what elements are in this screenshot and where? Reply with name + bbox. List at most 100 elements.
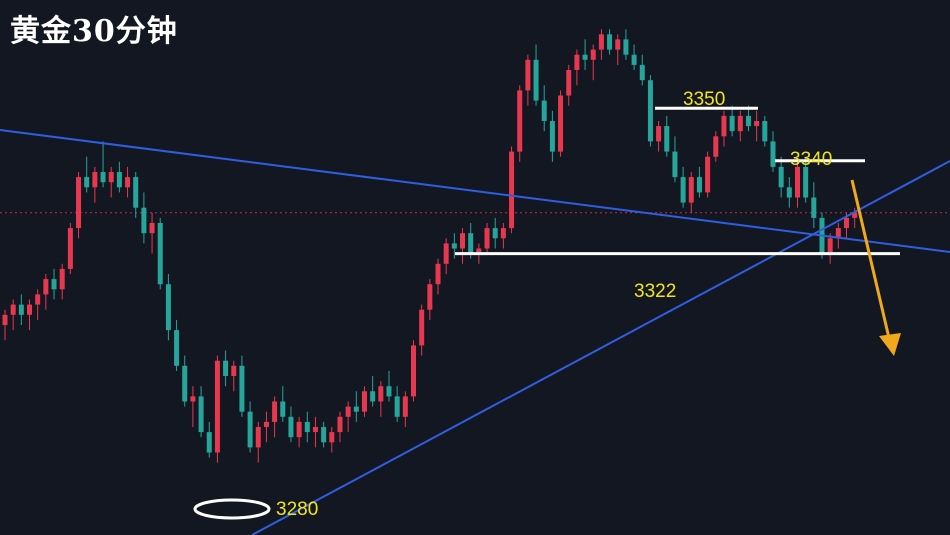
candle-bearish (247, 411, 253, 448)
descending-trendline (0, 129, 950, 253)
level-label-3340: 3340 (790, 149, 832, 170)
candle-bullish (76, 177, 82, 229)
candle-bearish (133, 177, 139, 208)
candle-bearish (582, 54, 588, 60)
candle-bullish (656, 126, 662, 142)
candle-bearish (394, 396, 400, 417)
candle-bearish (729, 115, 735, 132)
candle-bullish (345, 406, 351, 417)
candle-bullish (296, 421, 302, 438)
chart-title: 黄金30分钟 (10, 14, 178, 49)
candle-bullish (149, 223, 155, 234)
candle-bullish (484, 228, 490, 249)
candle-bearish (370, 391, 376, 402)
candle-bearish (492, 228, 498, 239)
candle-bearish (304, 421, 310, 433)
candle-bearish (762, 121, 768, 142)
candle-bullish (574, 54, 580, 70)
candle-bearish (84, 177, 90, 188)
candle-bearish (223, 360, 229, 376)
level-label-3350: 3350 (683, 89, 725, 110)
candle-bearish (206, 432, 212, 453)
candle-bullish (272, 401, 278, 422)
candle-bearish (549, 121, 555, 152)
candle-bullish (27, 304, 33, 315)
candle-bullish (435, 263, 441, 285)
candle-bullish (443, 243, 449, 264)
candle-bearish (288, 416, 294, 438)
candle-bullish (525, 59, 531, 91)
candle-bullish (361, 391, 367, 412)
candle-bullish (835, 228, 841, 239)
candle-bullish (312, 427, 318, 433)
candle-bullish (59, 268, 65, 290)
candle-bearish (664, 126, 670, 152)
candle-bullish (231, 365, 237, 376)
candle-bullish (263, 421, 269, 427)
candle-bearish (280, 401, 286, 417)
candle-bearish (631, 54, 637, 65)
candle-bearish (239, 365, 245, 412)
candle-bullish (43, 279, 49, 295)
candle-bearish (533, 59, 539, 101)
candle-bullish (460, 233, 466, 249)
candle-bullish (10, 304, 16, 315)
candle-bullish (419, 309, 425, 346)
candles-group (2, 29, 858, 463)
candle-bullish (794, 166, 800, 198)
candle-bullish (590, 49, 596, 60)
candle-bullish (844, 217, 850, 229)
candle-bearish (165, 284, 171, 331)
candle-bullish (721, 115, 727, 137)
candle-bullish (402, 396, 408, 417)
candle-bearish (353, 406, 359, 412)
candle-bullish (558, 95, 564, 152)
candle-bullish (500, 228, 506, 239)
candle-bullish (255, 427, 261, 448)
candle-bearish (803, 166, 809, 198)
candle-bearish (141, 207, 147, 234)
candle-bearish (157, 223, 163, 285)
candle-bearish (745, 115, 751, 127)
low-3280-ellipse (193, 498, 271, 520)
candle-bearish (541, 100, 547, 121)
candle-bullish (598, 34, 604, 50)
candle-bullish (615, 39, 621, 50)
candle-bullish (827, 238, 833, 254)
level-label-3322: 3322 (634, 281, 676, 302)
candle-bullish (427, 284, 433, 310)
candle-bullish (92, 172, 98, 188)
candle-bullish (705, 156, 711, 193)
candle-bullish (852, 212, 858, 218)
candle-bullish (108, 172, 114, 183)
candle-bullish (329, 432, 335, 443)
candle-bearish (116, 172, 122, 188)
candle-bearish (696, 177, 702, 193)
ascending-trendline (251, 160, 950, 535)
candle-bullish (35, 294, 41, 305)
candle-bearish (182, 365, 188, 402)
candle-bullish (688, 177, 694, 203)
candle-bullish (378, 386, 384, 402)
candle-bearish (18, 304, 24, 315)
candle-bearish (100, 172, 106, 183)
candle-bearish (778, 166, 784, 188)
candle-bullish (566, 70, 572, 96)
candle-bearish (786, 187, 792, 198)
candle-bearish (451, 243, 457, 249)
level-label-3280: 3280 (276, 499, 318, 520)
candle-bullish (476, 248, 482, 254)
candle-bullish (337, 416, 343, 433)
candle-bearish (468, 233, 474, 254)
forecast-arrow (850, 179, 901, 356)
candle-bearish (639, 64, 645, 81)
candle-bullish (754, 121, 760, 127)
candle-bullish (67, 228, 73, 269)
candle-bullish (517, 90, 523, 152)
candle-bullish (125, 177, 131, 188)
candle-bearish (321, 427, 327, 443)
candle-bearish (607, 34, 613, 50)
candle-bullish (190, 396, 196, 402)
